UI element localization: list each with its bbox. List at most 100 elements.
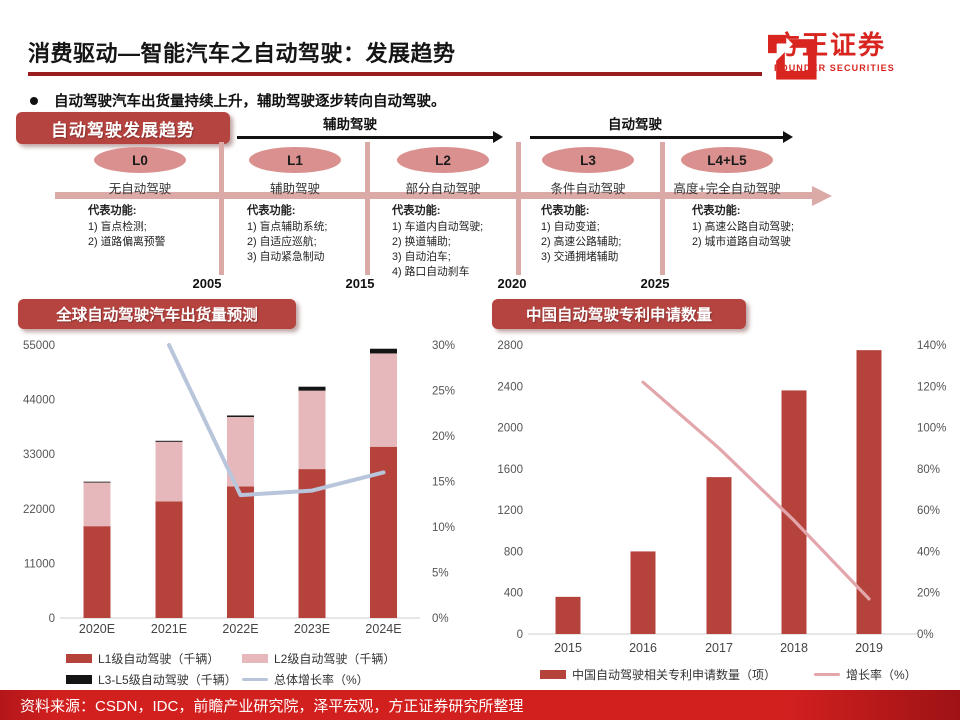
title-rule xyxy=(28,72,762,76)
right-axis-label: 10% xyxy=(432,522,455,534)
bar-segment-2021E xyxy=(155,440,183,442)
right-chart-legend: 中国自动驾驶相关专利申请数量（项） 增长率（%） xyxy=(540,666,917,683)
level-features: 代表功能: 1) 盲点辅助系统; 2) 自适应巡航; 3) 自动紧急制动 xyxy=(247,204,395,265)
feature-line: 1) 盲点辅助系统; xyxy=(247,220,328,233)
bar-segment-2024E xyxy=(370,348,397,354)
phase-label-2: 自动驾驶 xyxy=(608,117,662,132)
bar-segment-2020E xyxy=(83,526,111,618)
legend-label: L2级自动驾驶（千辆） xyxy=(274,652,396,666)
level-ellipse-L1: L1 xyxy=(249,147,341,173)
right-axis-label: 25% xyxy=(432,386,455,398)
level-features: 代表功能: 1) 盲点检测; 2) 道路偏离预警 xyxy=(88,204,236,250)
right-axis-label: 15% xyxy=(432,477,455,489)
right-axis-label: 5% xyxy=(432,568,449,580)
bar-segment-2023E xyxy=(298,469,326,618)
right-axis-label: 80% xyxy=(917,464,940,476)
feature-line: 2) 自适应巡航; xyxy=(247,235,317,248)
features-header: 代表功能: xyxy=(392,205,441,217)
legend-bar-swatch xyxy=(540,670,566,679)
bar-segment-2019 xyxy=(856,350,882,634)
bar-segment-2022E xyxy=(227,415,254,417)
level-ellipse-L3: L3 xyxy=(542,147,634,173)
left-axis-label: 55000 xyxy=(23,340,55,352)
legend-label: 总体增长率（%） xyxy=(274,673,369,687)
bar-segment-2022E xyxy=(227,486,254,618)
growth-rate-line xyxy=(167,343,386,498)
china-patent-chart: 0 400 800 1200 1600 2000 2400 2800 0% 20% 40% 60% 80… xyxy=(497,340,946,655)
left-axis-label: 33000 xyxy=(23,449,55,461)
left-chart-legend: L1级自动驾驶（千辆） L2级自动驾驶（千辆） L3-L5级自动驾驶（千辆） 总体增长… xyxy=(66,650,395,688)
left-axis-label: 44000 xyxy=(23,395,55,407)
x-axis-label: 2024E xyxy=(365,622,401,636)
legend-line-swatch xyxy=(814,672,841,677)
timeline-divider xyxy=(365,142,370,275)
timeline-year: 2020 xyxy=(497,276,527,291)
legend-label: L3-L5级自动驾驶（千辆） xyxy=(98,673,237,687)
legend-label: L1级自动驾驶（千辆） xyxy=(98,652,220,666)
x-axis-label: 2016 xyxy=(629,641,657,655)
level-features: 代表功能: 1) 自动变道; 2) 高速公路辅助; 3) 交通拥堵辅助 xyxy=(541,204,689,265)
bar-segment-2015 xyxy=(555,596,581,634)
feature-line: 2) 道路偏离预警 xyxy=(88,235,166,248)
feature-line: 1) 自动变道; xyxy=(541,220,600,233)
bar-segment-2024E xyxy=(370,353,397,447)
legend-label: 增长率（%） xyxy=(846,668,917,682)
feature-line: 3) 自动泊车; xyxy=(392,250,451,263)
legend-bar-swatch xyxy=(242,654,268,663)
global-shipment-chart: 0 11000 22000 33000 44000 55000 0% 5% 10% 15% 20% 2… xyxy=(23,340,455,636)
key-point-text: 自动驾驶汽车出货量持续上升，辅助驾驶逐步转向自动驾驶。 xyxy=(54,94,446,110)
left-axis-label: 2400 xyxy=(497,381,523,393)
legend-item: 增长率（%） xyxy=(814,666,917,683)
bar-segment-2021E xyxy=(155,501,183,618)
feature-line: 2) 换道辅助; xyxy=(392,235,451,248)
left-axis-label: 2800 xyxy=(497,340,523,352)
feature-line: 4) 路口自动刹车 xyxy=(392,266,470,278)
left-axis-label: 0 xyxy=(517,629,523,641)
bar-segment-2020E xyxy=(83,482,111,527)
key-point: 自动驾驶汽车出货量持续上升，辅助驾驶逐步转向自动驾驶。 xyxy=(30,90,446,111)
level-name: 条件自动驾驶 xyxy=(550,182,626,196)
legend-item: L2级自动驾驶（千辆） xyxy=(242,650,395,667)
legend-item: L1级自动驾驶（千辆） xyxy=(66,650,242,667)
source-bar: 资料来源：CSDN，IDC，前瞻产业研究院，泽平宏观，方正证券研究所整理 xyxy=(0,690,960,720)
timeline-title-badge: 自动驾驶发展趋势 xyxy=(16,112,230,144)
timeline-axis-arrow-icon xyxy=(812,186,832,206)
right-axis-label: 100% xyxy=(917,423,946,435)
right-chart-title-badge: 中国自动驾驶专利申请数量 xyxy=(492,299,746,329)
timeline-divider xyxy=(516,142,521,275)
bar-segment-2017 xyxy=(706,477,732,634)
left-axis-label: 1600 xyxy=(497,464,523,476)
legend-line-swatch xyxy=(242,677,268,682)
logo-name-en: FOUNDER SECURITIES xyxy=(774,63,895,73)
timeline-year: 2005 xyxy=(192,276,222,291)
phase-arrow-icon xyxy=(237,131,503,143)
level-ellipse-L4+L5: L4+L5 xyxy=(681,147,773,173)
bar-segment-2023E xyxy=(298,386,326,391)
features-header: 代表功能: xyxy=(541,205,590,217)
legend-bar-swatch xyxy=(66,675,92,684)
level-name: 辅助驾驶 xyxy=(269,182,321,196)
feature-line: 2) 高速公路辅助; xyxy=(541,235,622,248)
feature-line: 1) 车道内自动驾驶; xyxy=(392,220,484,233)
left-axis-label: 22000 xyxy=(23,504,55,516)
logo-square xyxy=(776,39,817,80)
timeline-year: 2015 xyxy=(345,276,375,291)
growth-rate-line xyxy=(641,380,871,601)
right-axis-label: 60% xyxy=(917,505,940,517)
bar-segment-2023E xyxy=(298,390,326,470)
timeline-axis xyxy=(55,192,812,199)
x-axis-label: 2021E xyxy=(151,622,187,636)
level-ellipse-L2: L2 xyxy=(397,147,489,173)
founder-logo-icon xyxy=(764,34,817,80)
bar-segment-2016 xyxy=(630,551,656,634)
level-features: 代表功能: 1) 车道内自动驾驶; 2) 换道辅助; 3) 自动泊车; 4) 路口自动刹… xyxy=(392,204,540,280)
x-axis-label: 2022E xyxy=(222,622,258,636)
feature-line: 1) 高速公路自动驾驶; xyxy=(692,220,794,233)
left-axis-label: 0 xyxy=(49,613,55,625)
phase-arrow-icon xyxy=(530,131,793,143)
left-axis-label: 400 xyxy=(504,588,523,600)
timeline-divider xyxy=(219,142,224,275)
timeline-year: 2025 xyxy=(640,276,670,291)
x-axis-label: 2023E xyxy=(294,622,330,636)
